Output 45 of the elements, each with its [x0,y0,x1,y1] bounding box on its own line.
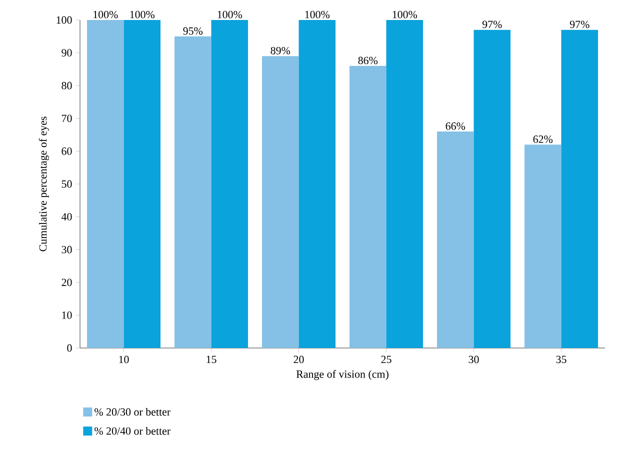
data-label: 97% [570,20,590,28]
bar [262,56,299,348]
y-tick-label: 50 [62,180,72,188]
data-label: 100% [305,10,330,18]
bar [350,66,386,348]
legend-label: % 20/30 or better [94,408,170,416]
y-tick-label: 0 [67,344,72,352]
bar [298,20,336,348]
data-label: 89% [270,46,290,54]
x-tick-label: 25 [381,356,392,364]
bar [561,30,598,348]
bar [437,132,474,348]
bar [87,20,124,348]
y-tick-label: 60 [62,148,72,155]
x-tick-label: 20 [294,356,304,364]
data-label: 62% [533,136,553,143]
x-axis-title: Range of vision (cm) [296,370,388,380]
bar [174,36,212,348]
y-tick-label: 90 [62,49,72,56]
data-label: 66% [446,122,466,130]
data-label: 100% [218,10,242,18]
y-tick-label: 100 [56,16,72,24]
bar [386,20,424,348]
y-tick-label: 30 [62,246,72,254]
bar [524,144,562,348]
data-label: 100% [94,10,118,18]
x-tick-label: 35 [556,356,566,364]
data-label: 100% [392,10,418,18]
data-label: 95% [183,27,203,35]
bar [124,20,160,348]
data-label: 100% [130,10,155,18]
bar [474,30,511,348]
y-axis-title: Cumulative percentage of eyes [38,116,49,252]
legend-label: % 20/40 or better [94,427,170,435]
x-tick-label: 15 [206,356,216,364]
x-tick-label: 10 [119,356,129,364]
data-label: 86% [358,56,378,64]
y-tick-label: 70 [62,114,72,122]
x-tick-label: 30 [468,356,479,364]
y-tick-label: 40 [61,213,72,220]
bar [211,20,248,348]
y-tick-label: 10 [62,312,72,319]
data-label: 97% [482,20,502,28]
y-tick-label: 20 [62,278,72,286]
y-tick-label: 80 [62,82,72,90]
